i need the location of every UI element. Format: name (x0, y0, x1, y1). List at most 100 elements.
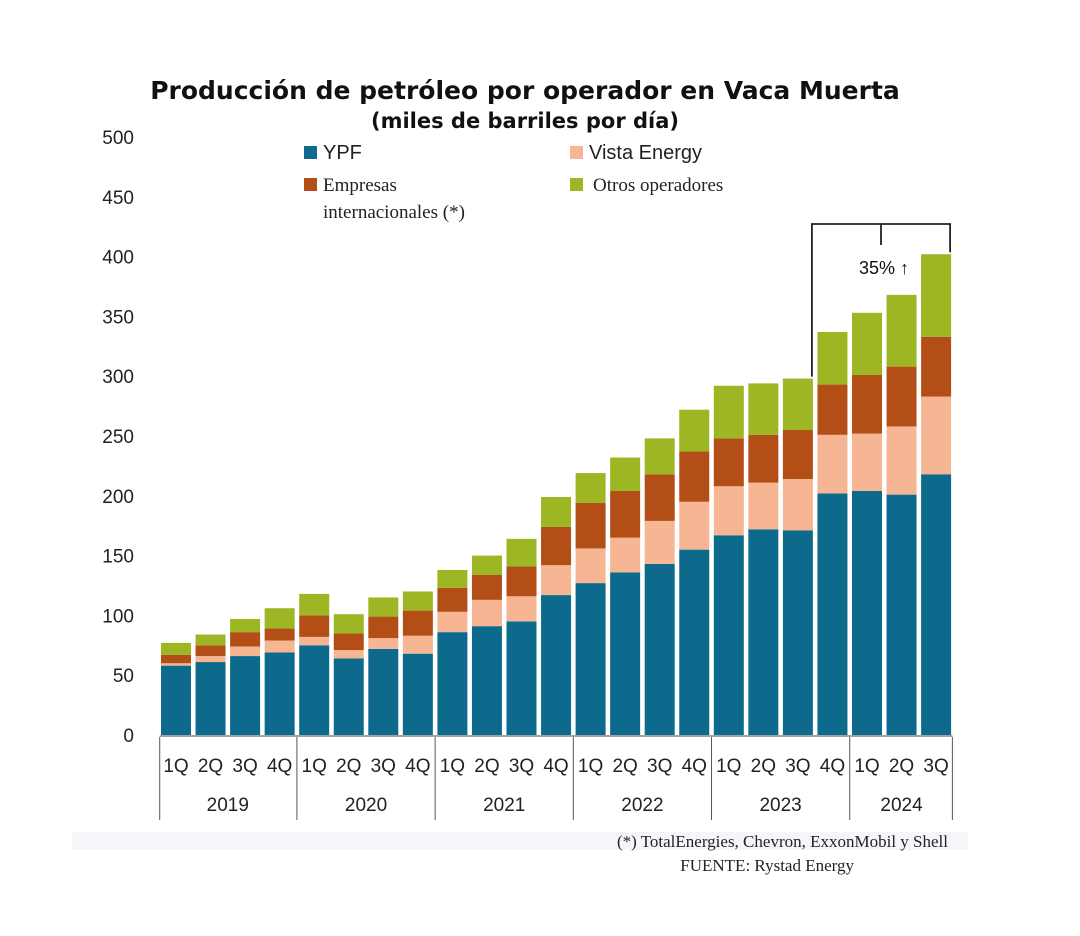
legend-swatch (304, 146, 317, 159)
y-tick-label: 350 (102, 307, 134, 328)
bar-segment (333, 614, 364, 634)
bar-segment (644, 563, 675, 735)
bar-segment (817, 331, 848, 385)
growth-annotation: 35% ↑ (811, 223, 951, 377)
legend-label: internacionales (*) (323, 202, 465, 223)
y-axis: 0 50 100 150 200 250 300 350 400 450 500 (102, 128, 134, 747)
legend-swatch (304, 178, 317, 191)
bar-stack (921, 254, 952, 735)
bar-stack (541, 496, 572, 735)
bar-segment (679, 409, 710, 452)
bar-segment (161, 663, 191, 666)
bar-segment (161, 665, 191, 735)
year-label: 2020 (345, 795, 387, 816)
legend-swatch (570, 146, 583, 159)
year-label: 2019 (207, 795, 249, 816)
annotation-bracket (811, 223, 951, 377)
bar-segment (575, 583, 606, 735)
year-label: 2023 (759, 795, 801, 816)
footnote-band (72, 832, 968, 850)
bar-segment (437, 611, 468, 633)
legend-label: Vista Energy (589, 142, 702, 164)
bar-stack (437, 569, 468, 735)
bar-stack (161, 642, 191, 735)
y-tick-label: 50 (113, 666, 134, 687)
bar-segment (299, 615, 330, 637)
bar-segment (264, 608, 295, 629)
bar-segment (541, 565, 572, 596)
x-tick-label: 1Q (440, 756, 465, 777)
y-tick-label: 450 (102, 188, 134, 209)
bar-stack (644, 438, 675, 735)
bar-segment (610, 491, 641, 538)
bar-stack (471, 555, 502, 735)
bar-segment (402, 591, 433, 611)
source-note: FUENTE: Rystad Energy (680, 856, 854, 875)
bar-stack (782, 378, 813, 735)
x-tick-label: 2Q (474, 756, 499, 777)
bar-segment (713, 438, 744, 487)
chart-title: Producción de petróleo por operador en V… (150, 76, 900, 105)
bar-segment (852, 491, 882, 735)
bar-segment (506, 621, 537, 735)
bar-segment (644, 520, 675, 564)
bar-segment (679, 451, 710, 502)
x-tick-label: 4Q (267, 756, 292, 777)
x-tick-label: 2Q (612, 756, 637, 777)
bar-segment (368, 648, 399, 735)
y-tick-label: 150 (102, 547, 134, 568)
x-tick-label: 3Q (785, 756, 810, 777)
bar-segment (852, 375, 882, 434)
x-tick-label: 3Q (509, 756, 534, 777)
bars (161, 254, 952, 735)
x-tick-label: 1Q (578, 756, 603, 777)
bar-segment (230, 646, 261, 657)
x-tick-label: 2Q (198, 756, 223, 777)
bar-segment (195, 645, 226, 657)
bar-segment (437, 632, 468, 735)
bar-segment (610, 537, 641, 573)
x-tick-label: 2Q (336, 756, 361, 777)
bar-stack (230, 618, 261, 735)
bar-stack (713, 385, 744, 735)
bar-segment (610, 572, 641, 735)
bar-segment (886, 366, 917, 427)
bar-segment (575, 548, 606, 584)
y-tick-label: 500 (102, 128, 134, 149)
x-tick-label: 3Q (371, 756, 396, 777)
bar-segment (299, 593, 330, 616)
legend-label: Empresas (323, 175, 397, 196)
year-label: 2022 (621, 795, 663, 816)
bar-segment (195, 656, 226, 663)
y-tick-label: 0 (123, 726, 134, 747)
bar-segment (817, 434, 848, 494)
bar-segment (575, 473, 606, 503)
legend: YPF Vista Energy Empresas internacionales (… (304, 142, 723, 223)
bar-stack (610, 457, 641, 735)
y-tick-label: 400 (102, 248, 134, 269)
bar-stack (402, 591, 433, 735)
bar-segment (506, 596, 537, 622)
bar-segment (230, 656, 261, 735)
x-tick-label: 1Q (302, 756, 327, 777)
bar-segment (782, 378, 813, 431)
bar-segment (713, 385, 744, 439)
bar-segment (471, 574, 502, 600)
bar-segment (541, 496, 572, 527)
y-tick-label: 300 (102, 367, 134, 388)
x-tick-label: 1Q (163, 756, 188, 777)
bar-segment (852, 312, 882, 376)
bar-segment (852, 433, 882, 492)
bar-stack (368, 597, 399, 735)
bar-stack (195, 634, 226, 735)
bar-segment (748, 383, 779, 435)
x-tick-label: 4Q (820, 756, 845, 777)
bar-segment (230, 618, 261, 633)
year-label: 2021 (483, 795, 525, 816)
bar-segment (506, 566, 537, 597)
bar-segment (921, 336, 952, 397)
bar-segment (713, 486, 744, 536)
bar-segment (333, 650, 364, 659)
bar-segment (402, 635, 433, 654)
bar-stack (748, 383, 779, 735)
